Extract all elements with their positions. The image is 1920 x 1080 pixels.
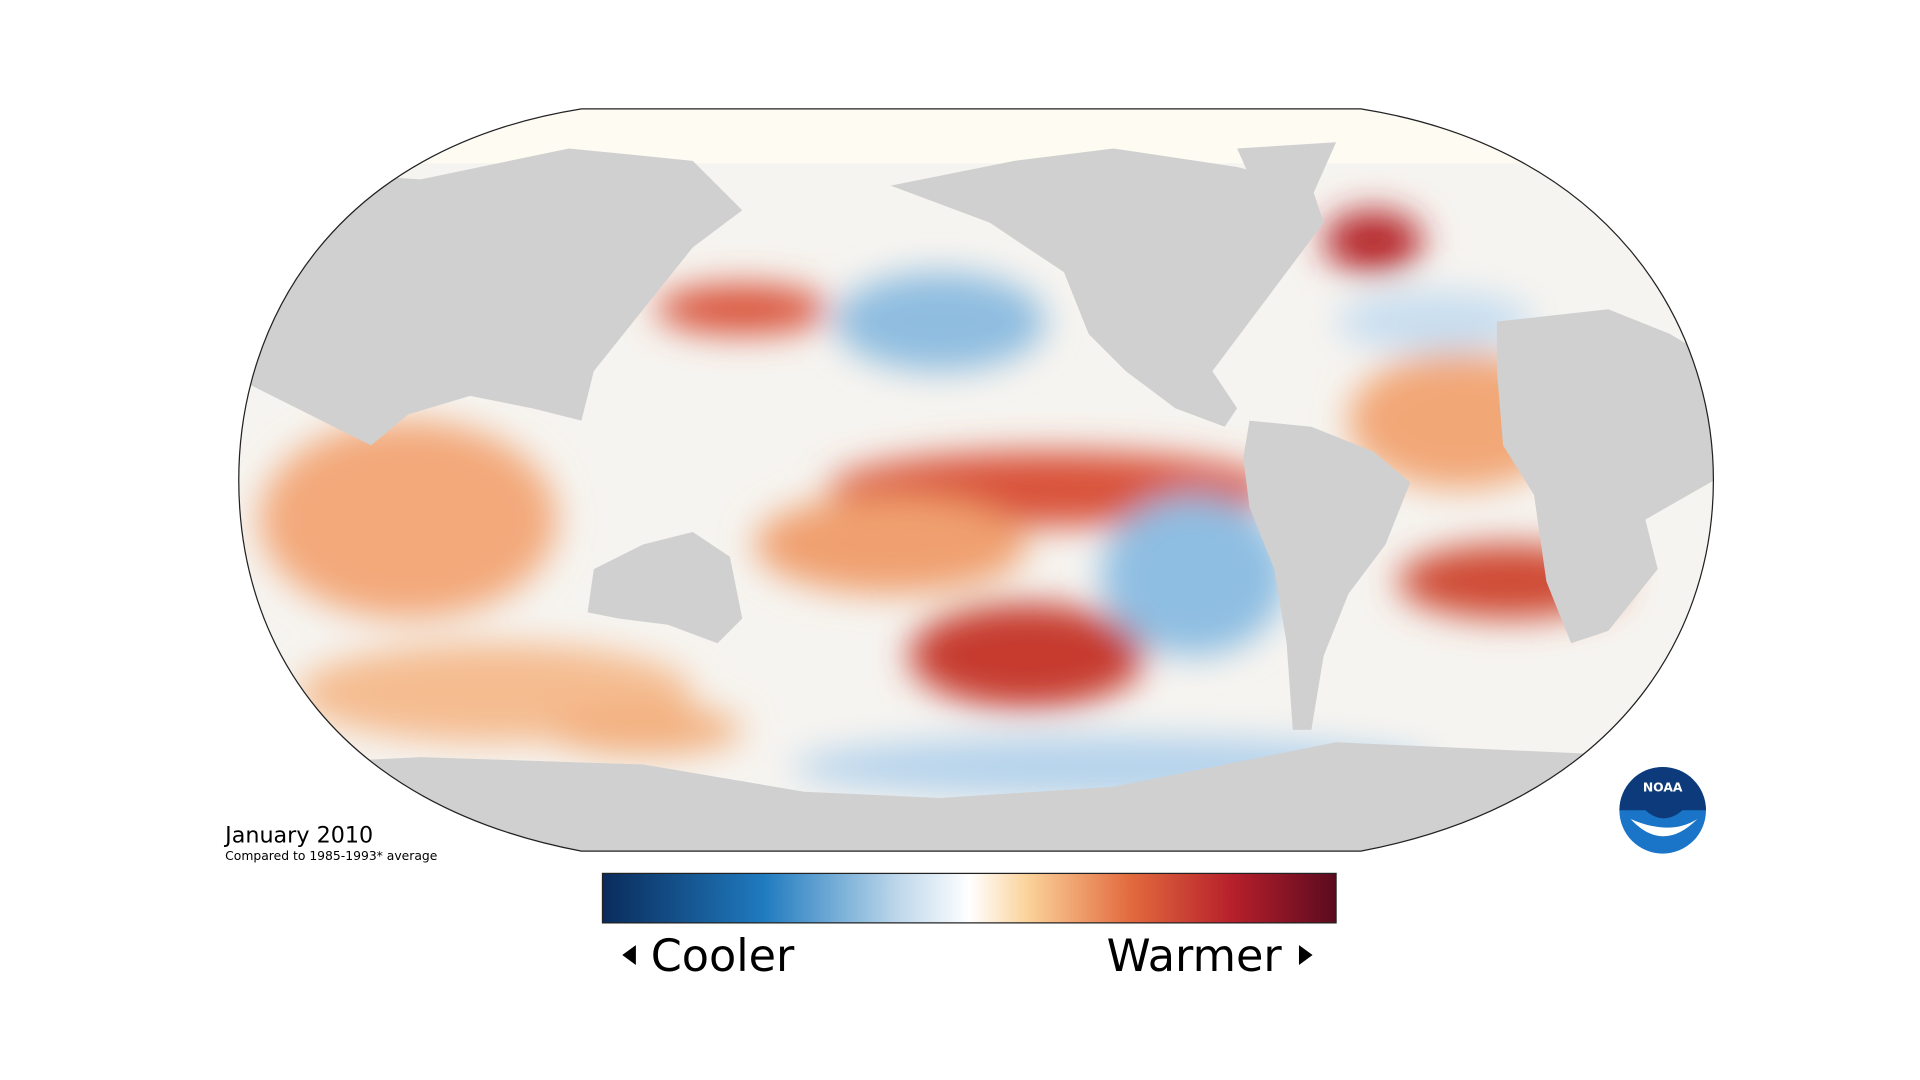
anomaly-warm [259, 420, 557, 619]
anomaly-warm [544, 705, 743, 755]
anomaly-warm [655, 284, 829, 335]
anomaly-warm [754, 494, 1027, 594]
australia [587, 531, 743, 644]
map-outline [238, 108, 1715, 852]
land [238, 142, 1714, 852]
anomaly-cool [1336, 290, 1535, 353]
anomaly-warm [909, 603, 1145, 708]
africa [1496, 309, 1714, 644]
legend-high: Warmer [1107, 930, 1283, 982]
map-title: January 2010 [223, 822, 373, 848]
anomaly-warm [1323, 210, 1423, 273]
warmer-arrow [1298, 945, 1313, 965]
map-subtitle: Compared to 1985-1993* average [225, 849, 437, 863]
logo-top [1619, 767, 1706, 819]
logo-text: NOAA [1643, 781, 1683, 795]
antarctica [238, 742, 1714, 852]
eurasia [238, 148, 743, 446]
north-america [890, 148, 1324, 427]
greenland [1237, 142, 1337, 205]
logo-bird [1630, 818, 1698, 837]
south-america [1243, 420, 1411, 730]
anomaly-cool [1101, 494, 1287, 656]
cooler-arrow [622, 945, 636, 965]
map-body [238, 108, 1714, 852]
anomaly-cool [835, 272, 1046, 372]
legend-low: Cooler [651, 930, 795, 982]
color-bar [601, 872, 1337, 924]
noaa-logo: NOAA [1619, 767, 1706, 854]
